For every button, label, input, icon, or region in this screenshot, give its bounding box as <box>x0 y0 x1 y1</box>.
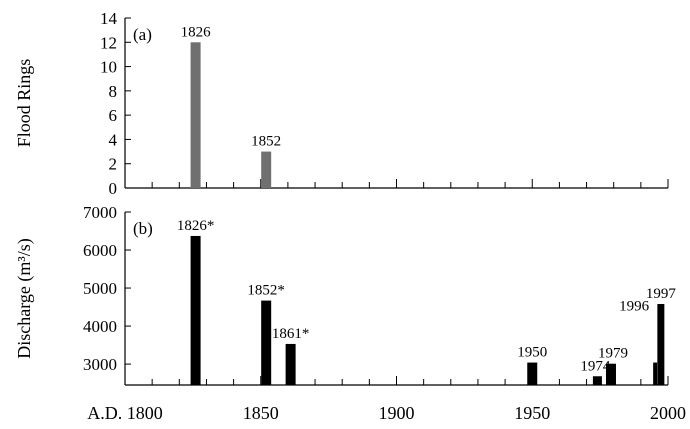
bar-1979 <box>605 363 616 385</box>
y-tick-label: 8 <box>109 82 118 101</box>
x-tick-label: A.D. 1800 <box>87 403 163 423</box>
y-tick-label: 5000 <box>83 279 117 298</box>
bar-1996 <box>653 362 658 385</box>
bar-1861 <box>285 343 296 385</box>
bar-label-1861: 1861* <box>272 326 310 342</box>
bar-1974 <box>592 376 602 385</box>
panel-label: (a) <box>133 25 152 44</box>
panel-label: (b) <box>133 219 153 238</box>
y-tick-label: 14 <box>100 9 118 28</box>
bar-label-1852: 1852 <box>251 134 281 150</box>
y-tick-label: 3000 <box>83 355 117 374</box>
x-tick-label: 1950 <box>514 403 550 423</box>
x-tick-label: 2000 <box>650 403 686 423</box>
x-tick-label: 1900 <box>379 403 415 423</box>
y-axis-title: Discharge (m³/s) <box>14 238 35 359</box>
x-tick-label: 1850 <box>243 403 279 423</box>
bar-label-1979: 1979 <box>598 346 628 362</box>
y-tick-label: 7000 <box>83 203 117 222</box>
bar-label-1950: 1950 <box>517 345 547 361</box>
bar-1852 <box>261 300 272 385</box>
bar-label-1997: 1997 <box>646 286 677 302</box>
bar-1852 <box>261 151 272 188</box>
y-tick-label: 4000 <box>83 317 117 336</box>
y-axis-title: Flood Rings <box>14 59 34 148</box>
bar-label-1974: 1974 <box>580 358 611 374</box>
y-tick-label: 10 <box>100 58 117 77</box>
y-tick-label: 6000 <box>83 241 117 260</box>
y-tick-label: 6 <box>109 106 118 125</box>
bar-label-1826: 1826 <box>181 24 212 40</box>
bar-label-1852: 1852* <box>247 283 285 299</box>
bar-1826 <box>190 235 201 385</box>
bar-label-1996: 1996 <box>619 299 650 315</box>
y-tick-label: 4 <box>109 130 118 149</box>
y-tick-label: 0 <box>109 179 118 198</box>
y-tick-label: 12 <box>100 33 117 52</box>
bar-1826 <box>190 42 201 189</box>
bar-1997 <box>657 304 665 385</box>
bar-label-1826: 1826* <box>177 218 215 234</box>
bar-1950 <box>527 362 538 385</box>
y-tick-label: 2 <box>109 155 118 174</box>
